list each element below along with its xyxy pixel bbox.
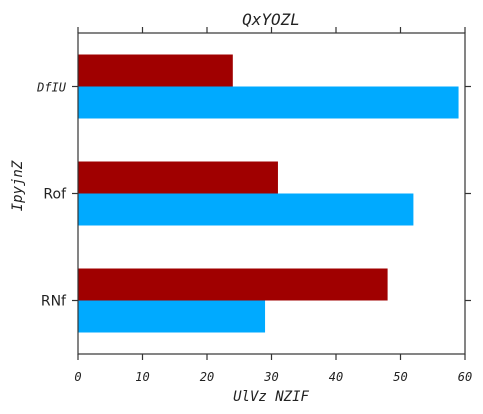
y-tick-label: DfIU (36, 81, 67, 95)
x-tick-label: 40 (329, 370, 343, 384)
x-tick-label: 50 (393, 370, 407, 384)
bar-rnf-series-1 (78, 268, 388, 301)
bar-dfiu-series-1 (78, 54, 233, 87)
x-tick-label: 10 (135, 370, 149, 384)
bar-rnf-series-2 (78, 300, 266, 333)
y-tick-label: RNf (41, 294, 67, 310)
x-axis-label: UlVz NZIF (233, 389, 309, 405)
x-tick-label: 60 (458, 370, 472, 384)
tick-labels: DfIU Rof RNf 0 10 20 30 40 50 60 (36, 81, 472, 385)
y-axis-label: IpyjnZ (10, 160, 26, 211)
bar-dfiu-series-2 (78, 86, 459, 119)
bar-rof-series-2 (78, 193, 414, 226)
x-tick-label: 20 (200, 370, 214, 384)
bars (78, 54, 459, 333)
axes (72, 27, 471, 360)
x-tick-label: 0 (74, 370, 81, 384)
chart-title: QxYOZL (242, 10, 300, 29)
x-tick-label: 30 (263, 370, 278, 384)
bar-rof-series-1 (78, 161, 278, 194)
y-tick-label: Rof (43, 187, 67, 203)
